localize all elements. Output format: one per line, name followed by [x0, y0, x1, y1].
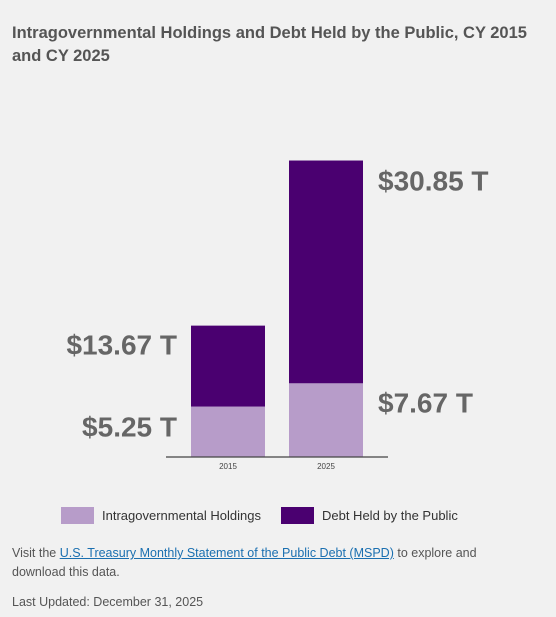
labels-layer: $13.67 T $5.25 T $30.85 T $7.67 T	[66, 166, 488, 443]
data-label-total-2025: $30.85 T	[378, 166, 489, 197]
legend: Intragovernmental Holdings Debt Held by …	[61, 507, 478, 524]
last-updated: Last Updated: December 31, 2025	[12, 595, 204, 609]
note-suffix: to explore and download this data.	[12, 546, 477, 579]
legend-item-intragovernmental[interactable]: Intragovernmental Holdings	[61, 507, 261, 524]
bars-layer	[191, 160, 363, 457]
legend-item-public[interactable]: Debt Held by the Public	[280, 507, 458, 524]
bar-public-2025[interactable]	[289, 160, 363, 384]
chart-title: Intragovernmental Holdings and Debt Held…	[12, 24, 527, 65]
legend-label-public: Debt Held by the Public	[321, 508, 458, 523]
data-label-intragovernmental-2025: $7.67 T	[378, 387, 473, 418]
note-prefix: Visit the	[12, 546, 60, 560]
mspd-link[interactable]: U.S. Treasury Monthly Statement of the P…	[59, 546, 394, 560]
x-tick-label-2025: 2025	[317, 462, 335, 471]
legend-swatch-public	[280, 507, 314, 524]
source-note: Visit the U.S. Treasury Monthly Statemen…	[12, 544, 512, 582]
x-tick-label-2015: 2015	[219, 462, 237, 471]
data-label-intragovernmental-2015: $5.25 T	[82, 412, 177, 443]
bar-public-2015[interactable]	[191, 325, 265, 407]
legend-swatch-intragovernmental	[61, 507, 94, 524]
bar-intragovernmental-2015[interactable]	[191, 406, 265, 457]
legend-label-intragovernmental: Intragovernmental Holdings	[102, 508, 261, 523]
bar-intragovernmental-2025[interactable]	[289, 383, 363, 457]
axis-layer: 2015 2025	[166, 456, 388, 471]
stacked-bar-chart: $13.67 T $5.25 T $30.85 T $7.67 T 2015 2025	[66, 160, 489, 471]
data-label-total-2015: $13.67 T	[66, 330, 177, 361]
